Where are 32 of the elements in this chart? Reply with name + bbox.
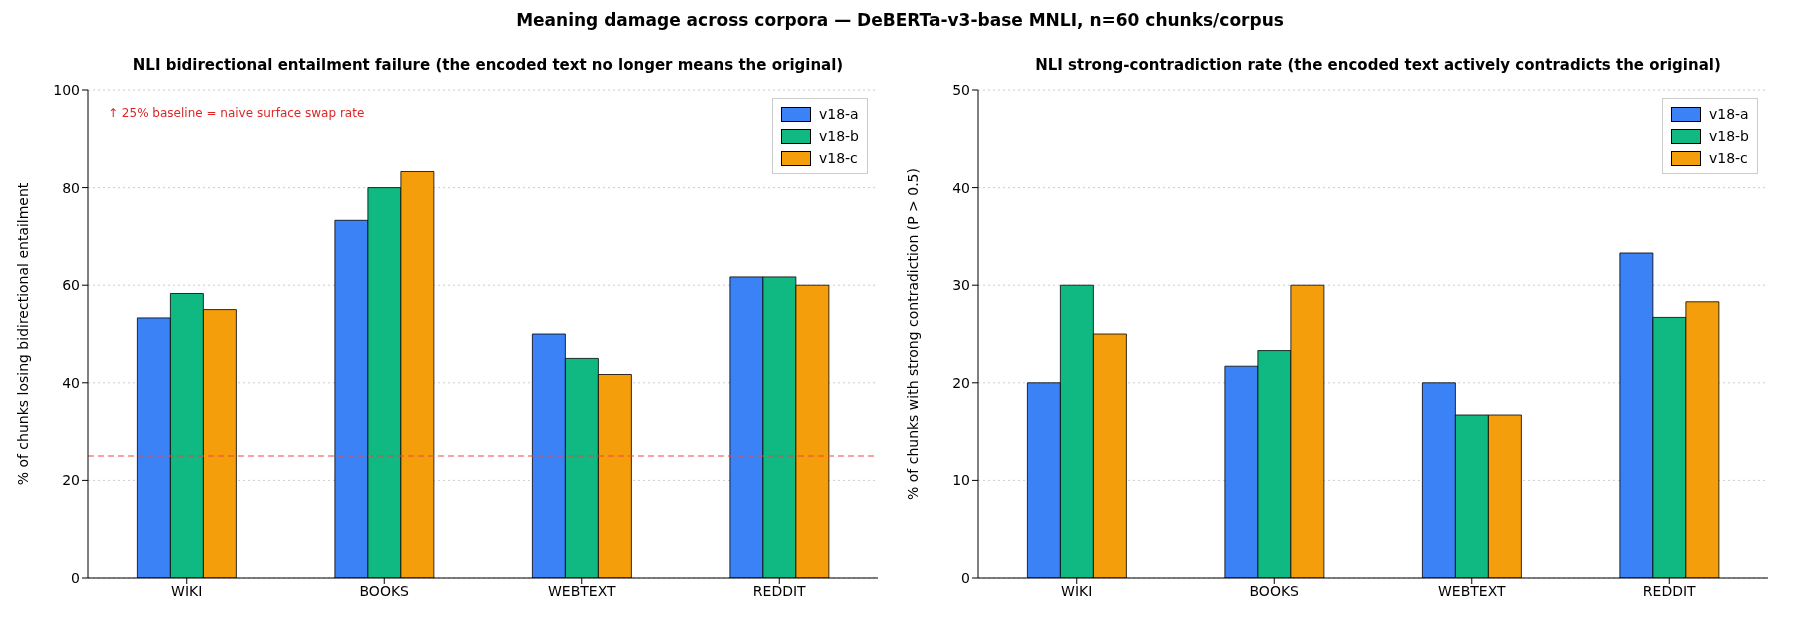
x-tick-label: BOOKS [1249, 582, 1300, 599]
y-axis-title: % of chunks losing bidirectional entailment [14, 182, 31, 486]
x-tick-label: WIKI [171, 582, 203, 599]
y-tick-label: 20 [62, 472, 80, 489]
y-tick-label: 30 [952, 277, 970, 294]
text: Meaning damage across corpora — DeBERTa-v3-base MNLI, n=60 chunks/corpus [515, 10, 1285, 30]
legend-label: v18-c [1708, 149, 1748, 168]
x-tick-label: WIKI [1061, 582, 1093, 599]
x-tick-label: BOOKS [359, 582, 410, 599]
y-tick-label: 50 [952, 81, 970, 98]
y-tick-label: 0 [961, 569, 970, 586]
y-tick-label: 20 [952, 374, 970, 391]
chart-title: NLI bidirectional entailment failure (the encoded text no longer means the original) [131, 56, 845, 76]
y-axis-title: % of chunks with strong contradiction (P > 0.5) [904, 168, 921, 500]
legend-label: v18-c [818, 149, 858, 168]
y-tick-label: 80 [62, 179, 80, 196]
y-tick-label: 100 [53, 81, 80, 98]
y-tick-label: 0 [71, 569, 80, 586]
annotation: ↑ 25% baseline = naive surface swap rate [108, 106, 365, 120]
y-tick-label: 60 [62, 277, 80, 294]
legend-label: v18-b [818, 127, 859, 146]
x-tick-label: REDDIT [1642, 582, 1697, 599]
legend-label: v18-a [1708, 105, 1749, 124]
y-tick-label: 10 [952, 472, 970, 489]
y-tick-label: 40 [952, 179, 970, 196]
chart-title: NLI strong-contradiction rate (the encoded text actively contradicts the original) [1034, 56, 1722, 76]
x-tick-label: REDDIT [752, 582, 807, 599]
x-tick-label: WEBTEXT [1437, 582, 1506, 599]
legend-label: v18-b [1708, 127, 1749, 146]
y-tick-label: 40 [62, 374, 80, 391]
x-tick-label: WEBTEXT [547, 582, 616, 599]
legend-label: v18-a [818, 105, 859, 124]
